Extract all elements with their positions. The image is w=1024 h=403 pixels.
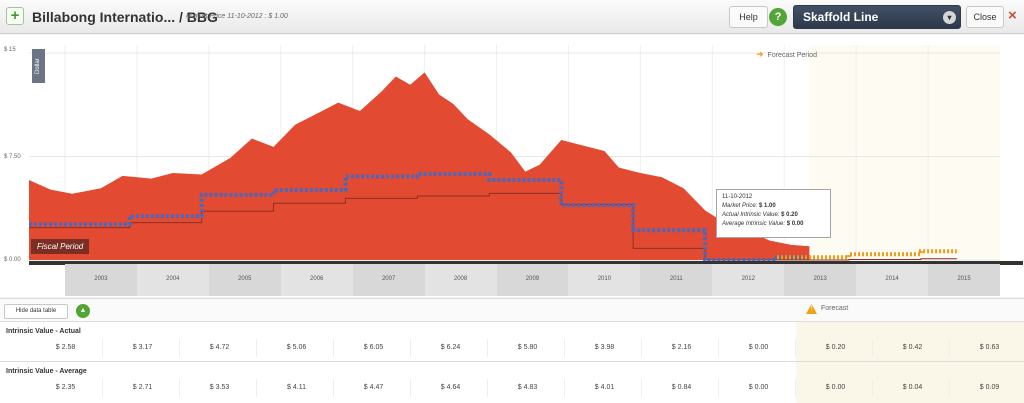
table-cell: $ 0.84 <box>645 379 719 397</box>
table-cell: $ 0.09 <box>953 379 1024 397</box>
hide-data-table-button[interactable]: Hide data table <box>4 304 68 319</box>
chart-tooltip: 11-10-2012 Market Price: $ 1.00 Actual I… <box>716 189 831 238</box>
help-button[interactable]: Help <box>729 6 768 28</box>
table-cell: $ 6.24 <box>414 339 488 357</box>
table-cell: $ 4.64 <box>414 379 488 397</box>
table-cell: $ 3.53 <box>183 379 257 397</box>
arrow-right-icon: ➜ <box>756 49 764 59</box>
row-title-actual: Intrinsic Value - Actual <box>6 328 81 335</box>
close-icon[interactable]: × <box>1008 7 1017 24</box>
table-cell: $ 2.16 <box>645 339 719 357</box>
forecast-legend-label: Forecast Period <box>767 52 817 59</box>
tooltip-market-price: Market Price: $ 1.00 <box>722 203 776 209</box>
table-cell: $ 4.83 <box>491 379 565 397</box>
intrinsic-actual-line <box>29 171 810 262</box>
table-cell: $ 3.98 <box>568 339 642 357</box>
year-label[interactable]: 2012 <box>712 264 785 296</box>
forecast-label-text: Forecast <box>821 305 849 312</box>
year-label[interactable]: 2004 <box>136 264 209 296</box>
year-label[interactable]: 2003 <box>64 264 137 296</box>
year-label[interactable]: 2008 <box>424 264 497 296</box>
market-price-area <box>29 72 810 260</box>
year-label[interactable]: 2013 <box>784 264 857 296</box>
view-select-value: Skaffold Line <box>803 10 879 24</box>
tooltip-date: 11-10-2012 <box>722 194 753 200</box>
table-cell: $ 4.01 <box>568 379 642 397</box>
year-label[interactable]: 2009 <box>496 264 569 296</box>
chart-canvas <box>29 45 1000 262</box>
table-cell: $ 0.63 <box>953 339 1024 357</box>
year-label[interactable]: 2011 <box>640 264 713 296</box>
dollar-axis-tab[interactable]: Dollar <box>32 49 45 83</box>
table-cell: $ 4.11 <box>260 379 334 397</box>
table-cell: $ 6.05 <box>337 339 411 357</box>
table-cell: $ 3.17 <box>106 339 180 357</box>
table-controls: Hide data table ▲ ! Forecast <box>0 298 1024 322</box>
forecast-label: ! Forecast <box>806 304 848 314</box>
row-title-average: Intrinsic Value - Average <box>6 368 87 375</box>
year-label[interactable]: 2014 <box>856 264 929 296</box>
row-separator <box>0 361 1024 362</box>
view-select[interactable]: Skaffold Line ▾ <box>793 5 961 29</box>
y-tick-bottom: $ 0.00 <box>4 257 21 263</box>
question-icon[interactable]: ? <box>769 8 787 26</box>
table-cell: $ 4.72 <box>183 339 257 357</box>
year-axis: 2003 2004 2005 2006 2007 2008 2009 2010 2011 2012… <box>0 264 1024 296</box>
table-cell: $ 5.80 <box>491 339 565 357</box>
table-cell: $ 0.42 <box>876 339 950 357</box>
year-label[interactable]: 2006 <box>280 264 353 296</box>
table-cell: $ 2.71 <box>106 379 180 397</box>
header-bar: + Billabong Internatio... / BBG Market P… <box>0 0 1024 34</box>
forecast-column-background <box>796 322 1024 403</box>
fiscal-period-tag: Fiscal Period <box>31 239 90 254</box>
chevron-down-icon[interactable]: ▾ <box>943 11 956 24</box>
table-cell: $ 0.04 <box>876 379 950 397</box>
collapse-icon[interactable]: ▲ <box>76 304 90 318</box>
year-label[interactable]: 2005 <box>208 264 281 296</box>
tooltip-average-value: Average Intrinsic Value: $ 0.00 <box>722 221 804 227</box>
close-button[interactable]: Close <box>966 6 1004 28</box>
forecast-region <box>809 45 1000 260</box>
company-title: Billabong Internatio... / BBG <box>32 9 218 25</box>
table-cell: $ 2.58 <box>29 339 103 357</box>
year-label[interactable]: 2010 <box>568 264 641 296</box>
market-price-subtitle: Market Price 11-10-2012 : $ 1.00 <box>186 13 288 20</box>
plus-icon[interactable]: + <box>6 7 24 25</box>
table-cell: $ 0.00 <box>722 379 796 397</box>
table-cell: $ 0.20 <box>799 339 873 357</box>
forecast-period-legend: ➜ Forecast Period <box>756 49 817 60</box>
year-label[interactable]: 2015 <box>928 264 1000 296</box>
timeline-scrollbar[interactable] <box>29 261 1023 265</box>
y-tick-mid: $ 7.50 <box>4 154 21 160</box>
tooltip-actual-value: Actual Intrinsic Value: $ 0.20 <box>722 212 798 218</box>
warning-icon: ! <box>806 304 817 314</box>
table-cell: $ 0.00 <box>722 339 796 357</box>
table-cell: $ 5.06 <box>260 339 334 357</box>
table-cell: $ 2.35 <box>29 379 103 397</box>
year-label[interactable]: 2007 <box>352 264 425 296</box>
data-table: Intrinsic Value - Actual Intrinsic Value… <box>0 322 1024 403</box>
table-cell: $ 0.00 <box>799 379 873 397</box>
table-cell: $ 4.47 <box>337 379 411 397</box>
y-tick-top: $ 15 <box>4 47 16 53</box>
price-chart: $ 15 $ 7.50 $ 0.00 Dollar ➜ Forecast Peri… <box>0 35 1024 297</box>
